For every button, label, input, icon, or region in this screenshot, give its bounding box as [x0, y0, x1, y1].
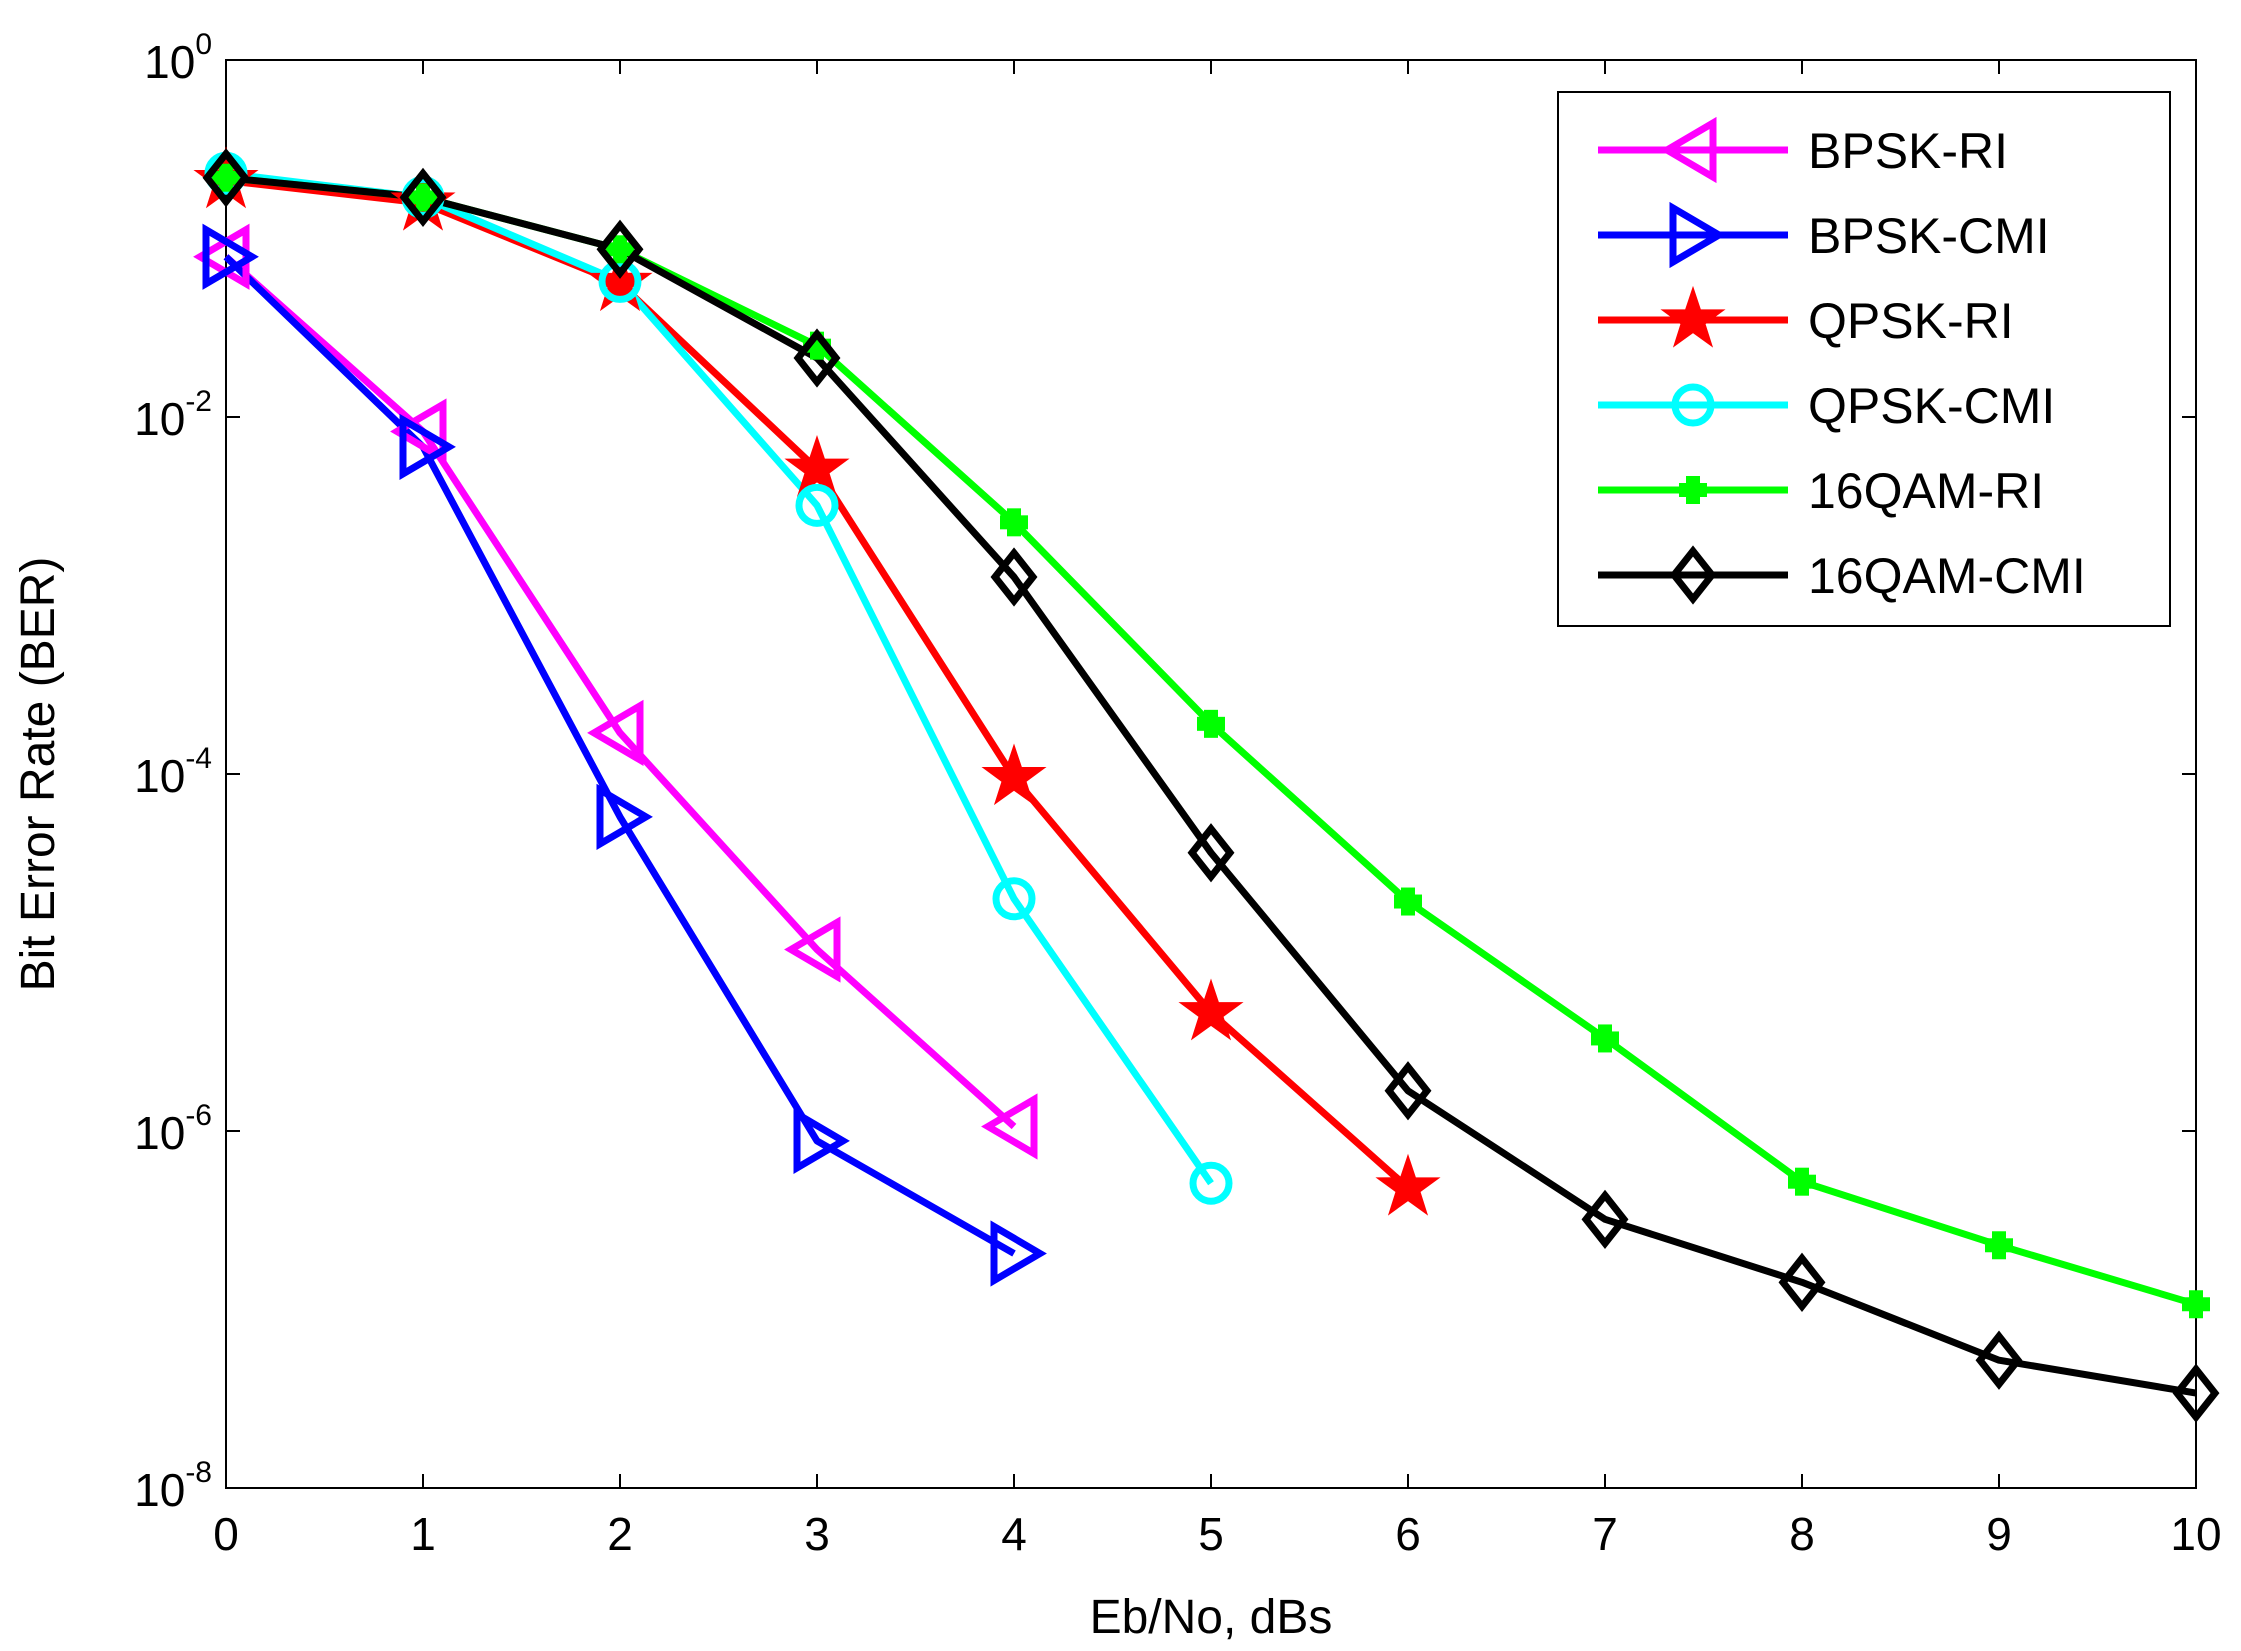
data-point-16qam-ri [212, 163, 240, 192]
y-tick-label: 10-8 [134, 1456, 212, 1516]
data-point-bpsk-ri [390, 398, 447, 465]
data-point-bpsk-cmi [399, 413, 456, 481]
data-point-qpsk-cmi [1189, 1161, 1233, 1205]
data-point-16qam-cmi [1778, 1252, 1826, 1312]
data-point-16qam-ri [1197, 709, 1225, 738]
data-point-16qam-cmi [793, 328, 841, 388]
x-tick-label: 0 [213, 1508, 239, 1560]
data-point-16qam-cmi [1187, 823, 1235, 883]
x-tick-label: 6 [1395, 1508, 1421, 1560]
axis-ticks [225, 59, 2197, 1489]
x-tick-label: 2 [607, 1508, 633, 1560]
data-point-qpsk-cmi [992, 877, 1036, 921]
x-tick-label: 1 [410, 1508, 436, 1560]
legend-label-qpsk-cmi: QPSK-CMI [1808, 378, 2055, 434]
data-point-bpsk-ri [587, 699, 644, 766]
data-point-16qam-ri [1591, 1024, 1619, 1053]
data-point-16qam-ri [2182, 1290, 2210, 1319]
data-point-16qam-ri [1788, 1167, 1816, 1196]
data-point-16qam-cmi [202, 148, 250, 208]
x-axis-label: Eb/No, dBs [1090, 1591, 1333, 1644]
y-tick-label: 10-6 [134, 1099, 212, 1159]
data-point-16qam-cmi [399, 167, 447, 228]
data-point-16qam-ri [1000, 508, 1028, 537]
x-tick-label: 5 [1198, 1508, 1224, 1560]
x-tick-label: 3 [804, 1508, 830, 1560]
legend-marker-bpsk-cmi [1669, 201, 1726, 269]
legend-label-bpsk-cmi: BPSK-CMI [1808, 208, 2050, 264]
legend-marker-qpsk-cmi [1671, 383, 1715, 427]
y-tick-labels: 100 10-2 10-4 10-6 10-8 [134, 28, 212, 1516]
y-tick-label: 10-2 [134, 385, 212, 445]
legend-label-16qam-cmi: 16QAM-CMI [1808, 548, 2086, 604]
x-tick-label: 7 [1592, 1508, 1618, 1560]
data-point-qpsk-cmi [598, 259, 642, 303]
x-tick-label: 10 [2170, 1508, 2221, 1560]
x-tick-label: 8 [1789, 1508, 1815, 1560]
x-tick-label: 4 [1001, 1508, 1027, 1560]
y-tick-label: 100 [144, 28, 212, 88]
legend-box [1557, 91, 2171, 627]
series-line-bpsk-cmi [223, 254, 1016, 1257]
data-point-bpsk-cmi [990, 1220, 1047, 1287]
legend: BPSK-RI BPSK-CMI QPSK-RI QPSK-CMI 16QAM-RI 16… [1557, 91, 2171, 627]
data-point-bpsk-cmi [793, 1107, 850, 1175]
data-point-16qam-ri [409, 183, 437, 212]
x-tick-labels: 0 1 2 3 4 5 6 7 8 9 10 [213, 1508, 2221, 1560]
data-point-16qam-ri [606, 235, 634, 264]
data-point-16qam-cmi [2172, 1363, 2220, 1423]
y-tick-label: 10-4 [134, 742, 212, 802]
x-tick-label: 9 [1986, 1508, 2012, 1560]
data-point-16qam-ri [1985, 1231, 2013, 1260]
data-point-qpsk-ri [981, 743, 1047, 806]
legend-marker-qpsk-ri [1660, 285, 1726, 348]
series-line-bpsk-ri [223, 254, 1017, 1130]
data-point-16qam-cmi [1384, 1061, 1432, 1121]
legend-items: BPSK-RI BPSK-CMI QPSK-RI QPSK-CMI 16QAM-RI 16… [1598, 116, 2086, 605]
data-point-16qam-cmi [1975, 1330, 2023, 1390]
data-point-bpsk-cmi [596, 783, 653, 851]
data-point-bpsk-ri [784, 916, 841, 983]
data-point-16qam-cmi [1581, 1189, 1629, 1249]
data-point-qpsk-ri [587, 249, 653, 312]
data-point-qpsk-ri [784, 435, 850, 497]
legend-marker-bpsk-ri [1660, 116, 1717, 184]
data-point-bpsk-cmi [202, 223, 259, 290]
legend-label-bpsk-ri: BPSK-RI [1808, 123, 2008, 179]
data-point-bpsk-ri [981, 1093, 1038, 1160]
data-point-qpsk-ri [1375, 1153, 1441, 1216]
legend-label-qpsk-ri: QPSK-RI [1808, 293, 2014, 349]
legend-marker-16qam-ri [1679, 476, 1707, 504]
data-point-16qam-cmi [990, 547, 1038, 607]
data-point-16qam-ri [1394, 887, 1422, 916]
data-point-qpsk-cmi [795, 483, 839, 527]
series-line-16qam-cmi [225, 174, 2197, 1397]
legend-label-16qam-ri: 16QAM-RI [1808, 463, 2044, 519]
data-point-16qam-cmi [596, 219, 644, 279]
y-axis-label: Bit Error Rate (BER) [12, 557, 65, 992]
legend-marker-16qam-cmi [1669, 545, 1717, 605]
series-markers [193, 146, 2220, 1423]
data-point-qpsk-ri [1178, 978, 1244, 1041]
